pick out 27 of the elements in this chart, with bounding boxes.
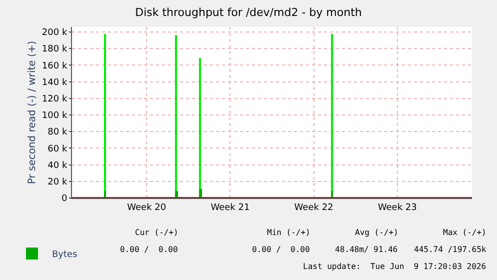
x-tick-label: Week 20 xyxy=(127,202,166,213)
y-tick-label: 180 k xyxy=(42,44,68,55)
legend-label: Bytes xyxy=(52,250,78,260)
text: Avg (-/+) xyxy=(355,228,398,237)
y-tick-label: 160 k xyxy=(42,61,68,72)
y-tick-label: 140 k xyxy=(42,78,68,88)
y-tick-label: 200 k xyxy=(42,28,68,38)
text: 445.74 /197.65k xyxy=(414,245,486,254)
x-tick-label: Week 23 xyxy=(378,202,417,213)
y-tick-label: 60 k xyxy=(48,144,68,154)
text: 48.48m/ 91.46 xyxy=(335,245,398,254)
x-tick-label: Week 21 xyxy=(210,202,250,213)
y-tick-label: 40 k xyxy=(48,160,68,171)
y-tick-label: 80 k xyxy=(48,128,68,138)
text: Max (-/+) xyxy=(443,228,486,237)
text: 0.00 / 0.00 xyxy=(120,245,178,254)
y-tick-label: 20 k xyxy=(48,178,68,188)
text: Cur (-/+) xyxy=(135,228,178,237)
chart-title: Disk throughput for /dev/md2 - by month xyxy=(135,6,362,20)
y-axis-title: Pr second read (-) / write (+) xyxy=(26,40,38,184)
y-tick-label: 0 xyxy=(61,194,68,204)
text: 0.00 / 0.00 xyxy=(252,245,310,254)
y-tick-label: 120 k xyxy=(42,94,68,105)
y-tick-label: 100 k xyxy=(42,111,68,122)
x-tick-label: Week 22 xyxy=(294,202,334,213)
text: Min (-/+) xyxy=(267,228,310,237)
text: Last update: Tue Jun 9 17:20:03 2026 xyxy=(303,262,486,271)
